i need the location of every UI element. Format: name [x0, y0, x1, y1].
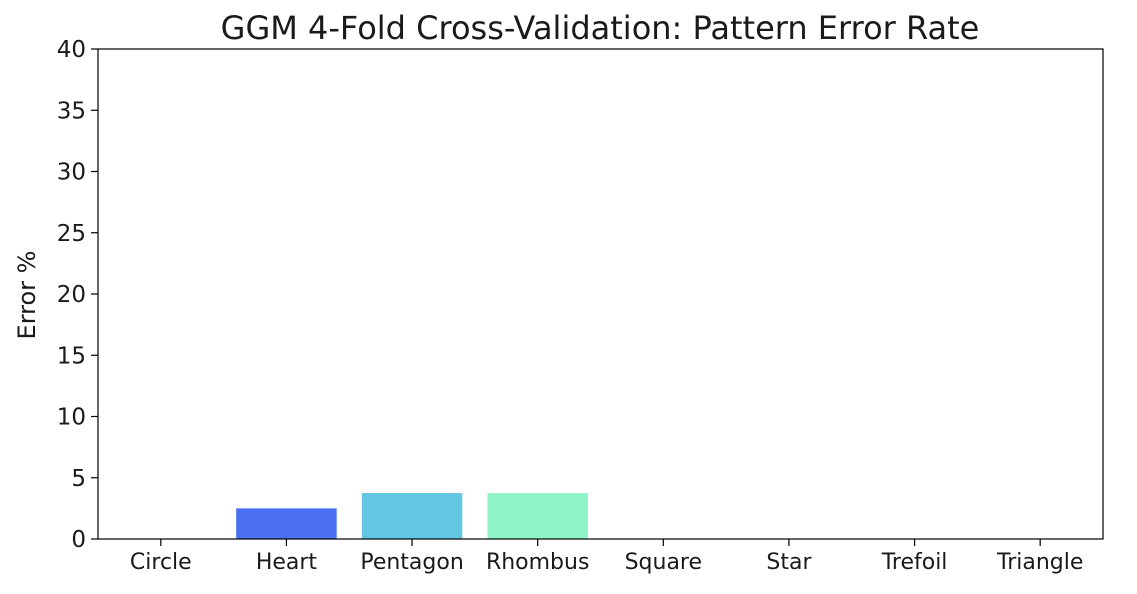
x-tick-label-square: Square	[625, 550, 702, 575]
y-tick-label: 15	[57, 343, 86, 369]
y-tick-label: 10	[57, 405, 86, 431]
y-tick-label: 0	[71, 527, 86, 553]
x-tick-label-rhombus: Rhombus	[486, 550, 590, 575]
chart-title: GGM 4-Fold Cross-Validation: Pattern Err…	[221, 9, 980, 47]
y-tick-label: 5	[71, 466, 86, 492]
y-axis: 0 5 10 15 20 25 30 35 40	[57, 37, 98, 553]
x-tick-label-pentagon: Pentagon	[360, 550, 463, 575]
y-tick-label: 40	[57, 37, 86, 63]
bar-rhombus	[487, 493, 588, 539]
y-axis-label: Error %	[13, 251, 41, 340]
x-tick-label-heart: Heart	[256, 550, 318, 575]
x-tick-label-triangle: Triangle	[996, 550, 1083, 575]
x-tick-label-star: Star	[766, 550, 812, 575]
y-tick-label: 35	[57, 98, 86, 124]
bar-pentagon	[361, 493, 463, 539]
x-tick-label-circle: Circle	[130, 550, 192, 575]
bars-group	[236, 493, 588, 540]
y-tick-label: 30	[57, 160, 86, 186]
y-tick-label: 25	[57, 221, 86, 247]
x-tick-label-trefoil: Trefoil	[881, 550, 948, 575]
plot-frame	[97, 48, 1104, 540]
y-tick-label: 20	[57, 282, 86, 308]
x-axis: Circle Heart Pentagon Rhombus Square Star Tref…	[130, 539, 1083, 575]
bar-heart	[236, 508, 337, 540]
